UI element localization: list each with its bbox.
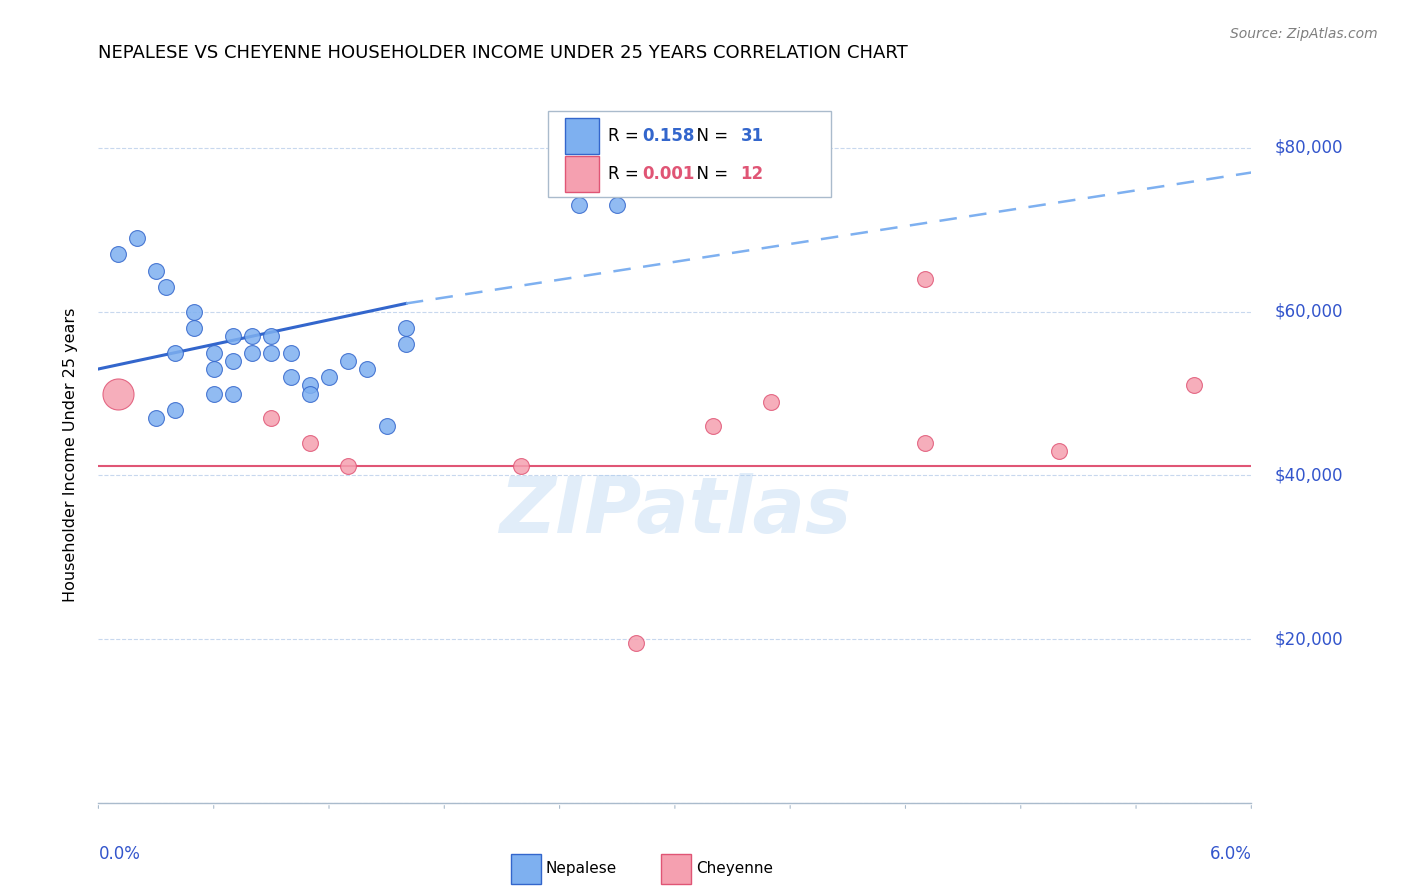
Point (298, 435, 321, 450)
Point (145, 264, 167, 278)
Point (202, 345, 225, 359)
Point (914, 435, 936, 450)
Point (606, 198, 628, 212)
Point (395, 321, 418, 335)
Y-axis label: Householder Income Under 25 years: Householder Income Under 25 years (63, 308, 77, 602)
Point (1182, 378, 1205, 392)
Point (395, 337, 418, 351)
Text: R =: R = (607, 128, 644, 145)
Point (202, 386, 225, 401)
Point (280, 345, 302, 359)
Text: Cheyenne: Cheyenne (696, 862, 773, 877)
Point (165, 345, 187, 359)
Point (510, 458, 533, 473)
Point (145, 411, 167, 425)
Point (202, 362, 225, 376)
Point (298, 378, 321, 392)
FancyBboxPatch shape (512, 854, 541, 884)
Text: 0.158: 0.158 (643, 128, 695, 145)
Text: R =: R = (607, 165, 644, 183)
Point (337, 353, 360, 368)
Point (356, 362, 378, 376)
Point (155, 280, 177, 294)
FancyBboxPatch shape (548, 111, 831, 197)
Point (125, 231, 148, 245)
Text: $40,000: $40,000 (1274, 467, 1343, 484)
Text: $20,000: $20,000 (1274, 630, 1343, 648)
Text: ZIPatlas: ZIPatlas (499, 473, 851, 549)
Point (337, 458, 360, 473)
Point (1047, 443, 1070, 458)
Point (260, 329, 283, 343)
FancyBboxPatch shape (661, 854, 690, 884)
Point (626, 636, 648, 650)
Text: NEPALESE VS CHEYENNE HOUSEHOLDER INCOME UNDER 25 YEARS CORRELATION CHART: NEPALESE VS CHEYENNE HOUSEHOLDER INCOME … (98, 45, 908, 62)
Text: Source: ZipAtlas.com: Source: ZipAtlas.com (1230, 27, 1378, 41)
Point (107, 386, 129, 401)
Point (914, 272, 936, 286)
Point (222, 353, 245, 368)
Point (183, 321, 205, 335)
Text: 0.0%: 0.0% (98, 845, 141, 863)
Text: 0.001: 0.001 (643, 165, 695, 183)
Text: 31: 31 (741, 128, 763, 145)
Point (183, 304, 205, 318)
FancyBboxPatch shape (565, 119, 599, 154)
Point (280, 370, 302, 384)
Point (222, 386, 245, 401)
Point (240, 329, 263, 343)
FancyBboxPatch shape (565, 156, 599, 192)
Point (260, 345, 283, 359)
Text: Nepalese: Nepalese (546, 862, 617, 877)
Point (298, 386, 321, 401)
Text: 12: 12 (741, 165, 763, 183)
Point (759, 394, 782, 409)
Point (375, 419, 398, 434)
Text: $60,000: $60,000 (1274, 302, 1343, 321)
Point (318, 370, 340, 384)
Point (260, 411, 283, 425)
Text: 6.0%: 6.0% (1209, 845, 1251, 863)
Point (240, 345, 263, 359)
Text: $80,000: $80,000 (1274, 139, 1343, 157)
Text: N =: N = (686, 128, 734, 145)
Point (568, 198, 591, 212)
Point (222, 329, 245, 343)
Text: N =: N = (686, 165, 734, 183)
Point (165, 403, 187, 417)
Point (702, 419, 724, 434)
Point (107, 247, 129, 261)
